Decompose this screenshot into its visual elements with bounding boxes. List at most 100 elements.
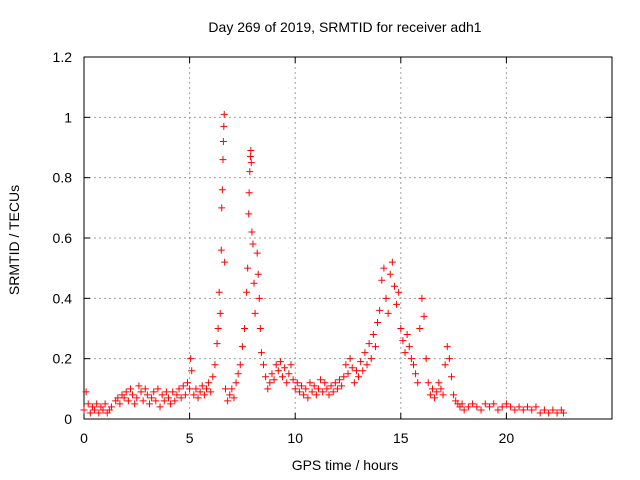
data-point: [447, 373, 455, 381]
data-point: [399, 337, 407, 345]
data-point: [515, 403, 523, 411]
data-point: [486, 403, 494, 411]
data-point: [198, 382, 206, 390]
data-point: [245, 210, 253, 218]
data-point: [395, 288, 403, 296]
data-point: [248, 228, 256, 236]
data-point: [473, 403, 481, 411]
data-point: [439, 391, 447, 399]
data-point: [196, 388, 204, 396]
data-point: [175, 385, 183, 393]
data-point: [274, 367, 282, 375]
data-point: [536, 409, 544, 417]
data-point: [350, 379, 358, 387]
data-point: [540, 406, 548, 414]
data-point: [549, 406, 557, 414]
data-point: [135, 382, 143, 390]
data-point: [187, 355, 195, 363]
data-point: [386, 270, 394, 278]
data-point: [545, 409, 553, 417]
data-point: [120, 394, 128, 402]
data-point: [285, 370, 293, 378]
data-point: [169, 388, 177, 396]
data-point: [129, 391, 137, 399]
data-point: [433, 388, 441, 396]
data-point: [93, 400, 101, 408]
data-point: [317, 376, 325, 384]
data-point: [156, 403, 164, 411]
data-point: [246, 168, 254, 176]
data-point: [245, 189, 253, 197]
data-point: [256, 325, 264, 332]
data-point: [418, 294, 426, 302]
data-point: [507, 403, 515, 411]
data-point: [255, 294, 263, 302]
data-point: [133, 394, 141, 402]
data-point: [348, 364, 356, 372]
y-tick-label: 0: [64, 411, 72, 427]
data-point: [355, 373, 363, 381]
data-point: [253, 249, 261, 257]
y-tick-label: 1.2: [53, 49, 73, 65]
data-point: [289, 376, 297, 384]
data-point: [131, 400, 139, 408]
data-point: [409, 361, 417, 369]
data-point: [293, 379, 301, 387]
data-point: [257, 349, 265, 357]
data-point: [369, 331, 377, 339]
data-point: [291, 385, 299, 393]
data-point: [260, 361, 268, 369]
data-point: [308, 388, 316, 396]
data-point: [137, 388, 145, 396]
data-point: [287, 361, 295, 369]
data-point: [374, 318, 382, 326]
data-point: [238, 343, 246, 351]
data-point: [107, 403, 115, 411]
data-point: [295, 388, 303, 396]
data-point: [397, 325, 405, 332]
data-point: [445, 355, 453, 363]
data-point: [188, 367, 196, 375]
y-tick-label: 0.8: [53, 170, 73, 186]
data-point: [249, 240, 257, 248]
data-point: [306, 379, 314, 387]
data-point: [437, 385, 445, 393]
data-point: [148, 394, 156, 402]
data-point: [266, 379, 274, 387]
data-point: [211, 361, 219, 369]
data-point: [126, 385, 134, 393]
data-point: [268, 370, 276, 378]
data-point: [160, 397, 168, 405]
data-point: [424, 379, 432, 387]
data-point: [416, 325, 424, 332]
data-point: [441, 361, 449, 369]
data-point: [241, 325, 249, 332]
data-point: [202, 385, 210, 393]
data-point: [234, 370, 242, 378]
data-point: [226, 391, 234, 399]
data-point: [371, 343, 379, 351]
data-point: [376, 306, 384, 314]
data-point: [219, 156, 227, 164]
data-point: [183, 379, 191, 387]
data-point: [141, 385, 149, 393]
data-point: [431, 394, 439, 402]
data-point: [192, 385, 200, 393]
data-point: [122, 388, 130, 396]
data-point: [304, 394, 312, 402]
chart-title: Day 269 of 2019, SRMTID for receiver adh…: [208, 19, 481, 35]
data-point: [477, 406, 485, 414]
data-point: [236, 361, 244, 369]
y-tick-label: 0.2: [53, 351, 73, 367]
data-point: [302, 385, 310, 393]
data-point: [158, 391, 166, 399]
data-point: [300, 391, 308, 399]
data-point: [86, 409, 94, 417]
data-point: [401, 349, 409, 357]
x-axis-label: GPS time / hours: [292, 457, 399, 473]
data-point: [458, 400, 466, 408]
data-point: [325, 391, 333, 399]
data-point: [124, 397, 132, 405]
data-point: [247, 147, 255, 155]
data-point: [215, 288, 223, 296]
